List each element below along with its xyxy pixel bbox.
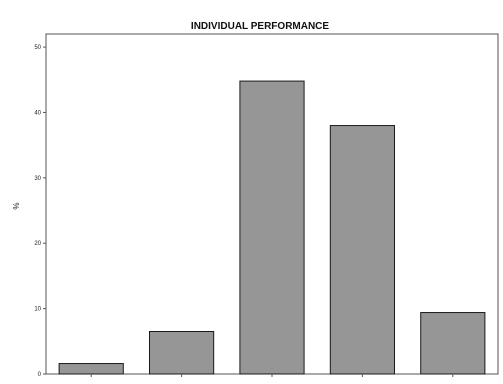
bar xyxy=(329,125,395,375)
y-tick-label: 10 xyxy=(34,307,41,313)
x-axis xyxy=(90,374,454,377)
chart-title: INDIVIDUAL PERFORMANCE xyxy=(191,21,329,32)
y-axis: 0 10 20 30 40 50 xyxy=(34,45,46,378)
bar xyxy=(239,80,305,375)
bar xyxy=(58,363,124,375)
bar-series xyxy=(58,80,486,375)
y-tick-label: 20 xyxy=(34,241,41,247)
y-axis-label: % xyxy=(12,202,21,209)
bar xyxy=(149,331,215,375)
y-tick-label: 50 xyxy=(34,45,41,51)
y-tick-label: 0 xyxy=(38,372,42,378)
bar xyxy=(420,312,486,375)
y-tick-label: 40 xyxy=(34,110,41,116)
y-tick-label: 30 xyxy=(34,176,41,182)
